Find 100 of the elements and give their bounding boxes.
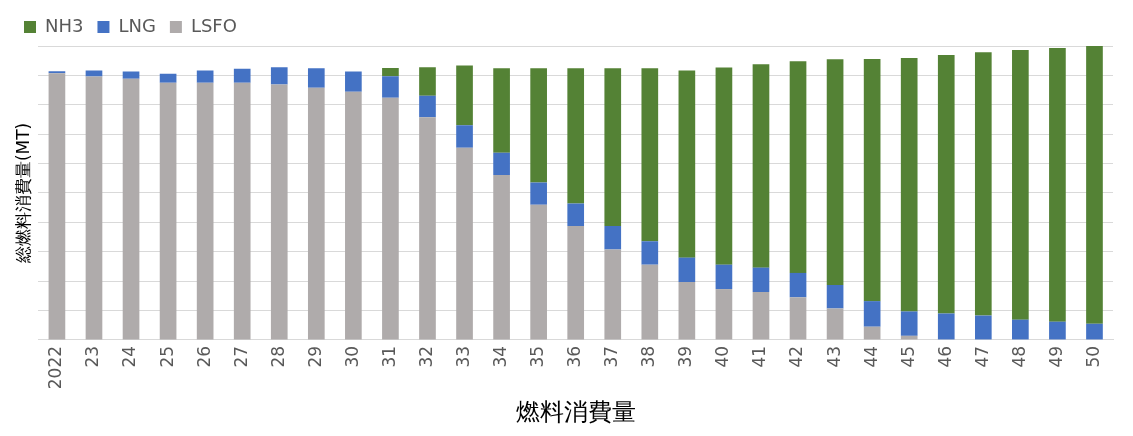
bar xyxy=(641,264,659,340)
x-tick-label: 26 xyxy=(193,345,214,368)
x-tick-label: 27 xyxy=(230,345,251,368)
x-tick-label: 40 xyxy=(712,345,733,368)
x-tick-label: 47 xyxy=(971,345,992,368)
bar xyxy=(530,182,547,205)
x-tick-label: 35 xyxy=(527,345,548,368)
bar xyxy=(85,70,103,77)
x-tick-label: 41 xyxy=(749,345,770,368)
bar xyxy=(678,70,696,258)
bar xyxy=(641,241,659,265)
legend-label: NH3 xyxy=(45,14,84,36)
bar xyxy=(345,71,362,92)
x-tick-label: 50 xyxy=(1082,345,1103,368)
x-tick-label: 28 xyxy=(267,345,288,368)
x-tick-label: 43 xyxy=(823,345,844,368)
bar xyxy=(863,301,881,327)
x-tick-label: 32 xyxy=(415,345,436,368)
x-axis-title: 燃料消費量 xyxy=(515,397,636,426)
x-tick-label: 31 xyxy=(378,345,399,368)
bar xyxy=(1012,319,1029,340)
bar xyxy=(345,91,362,340)
bar xyxy=(419,95,436,118)
bar xyxy=(937,55,955,314)
bar xyxy=(604,249,622,340)
bar xyxy=(1049,48,1066,322)
x-tick-label: 46 xyxy=(934,345,955,368)
bar xyxy=(604,225,622,250)
bar xyxy=(863,58,881,302)
bar xyxy=(48,71,66,74)
bar xyxy=(493,152,510,176)
bar xyxy=(715,289,733,340)
legend-label: LNG xyxy=(118,14,156,36)
bar xyxy=(419,117,436,340)
x-tick-label: 39 xyxy=(675,345,696,368)
x-tick-label: 29 xyxy=(304,345,325,368)
bar xyxy=(456,125,473,148)
x-tick-label: 33 xyxy=(452,345,473,368)
bar xyxy=(122,78,140,340)
bar xyxy=(863,326,881,340)
bar xyxy=(826,284,844,309)
bar xyxy=(270,84,288,340)
bar xyxy=(567,203,585,226)
bar xyxy=(307,68,325,88)
bar xyxy=(900,311,918,336)
bar xyxy=(752,292,770,340)
legend-label: LSFO xyxy=(190,14,237,36)
x-tick-label: 37 xyxy=(601,345,622,368)
bar xyxy=(382,97,399,340)
bar xyxy=(789,272,807,298)
x-tick-label: 38 xyxy=(638,345,659,368)
bar xyxy=(122,71,140,79)
bar xyxy=(493,68,510,153)
bar xyxy=(567,225,585,340)
bar xyxy=(604,68,622,226)
x-tick-label: 30 xyxy=(341,345,362,368)
bar xyxy=(826,308,844,340)
bar xyxy=(382,76,399,98)
x-tick-label: 42 xyxy=(786,345,807,368)
bar xyxy=(974,52,992,316)
bar xyxy=(159,73,177,83)
bar xyxy=(567,68,585,204)
bar xyxy=(530,204,547,340)
bar xyxy=(1086,46,1103,324)
bar xyxy=(678,257,696,283)
x-tick-label: 34 xyxy=(490,345,511,368)
bar xyxy=(715,67,733,265)
bar xyxy=(974,315,992,340)
bar xyxy=(159,82,177,340)
bar xyxy=(233,82,251,340)
bar xyxy=(419,67,436,96)
bar xyxy=(641,68,659,242)
bar xyxy=(752,267,770,293)
bar xyxy=(382,68,399,77)
x-tick-label: 2022 xyxy=(45,345,66,390)
bar xyxy=(270,67,288,85)
bar xyxy=(48,73,66,340)
bar xyxy=(456,65,473,126)
bar xyxy=(1012,50,1029,320)
bar xyxy=(493,175,510,340)
bar xyxy=(900,58,918,312)
x-tick-label: 45 xyxy=(897,345,918,368)
bar xyxy=(752,64,770,268)
x-tick-label: 36 xyxy=(564,345,585,368)
bar xyxy=(678,282,696,340)
bar xyxy=(530,68,547,183)
bar xyxy=(789,61,807,273)
x-tick-label: 25 xyxy=(156,345,177,368)
bar xyxy=(196,70,214,83)
bar xyxy=(196,82,214,340)
bar xyxy=(715,264,733,290)
bar xyxy=(456,147,473,340)
bar xyxy=(307,87,325,340)
bar xyxy=(233,68,251,83)
bar xyxy=(1086,323,1103,340)
x-tick-label: 49 xyxy=(1045,345,1066,368)
bar xyxy=(826,59,844,285)
bar xyxy=(85,76,103,340)
x-tick-label: 24 xyxy=(119,345,140,368)
x-tick-label: 44 xyxy=(860,345,881,368)
